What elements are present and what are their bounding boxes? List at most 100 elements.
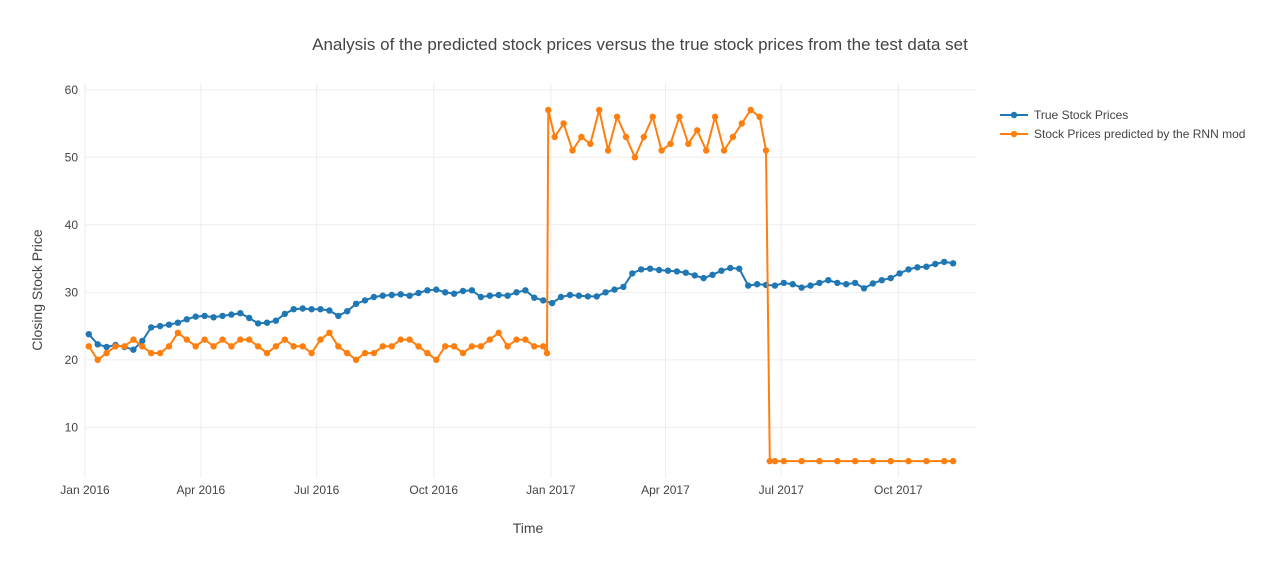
data-point[interactable] xyxy=(851,279,859,287)
data-point[interactable] xyxy=(192,313,199,320)
data-point[interactable] xyxy=(860,285,868,292)
data-point[interactable] xyxy=(486,336,493,343)
data-point[interactable] xyxy=(949,457,957,465)
data-point[interactable] xyxy=(397,291,404,298)
data-point[interactable] xyxy=(219,336,226,343)
data-point[interactable] xyxy=(522,336,529,343)
data-point[interactable] xyxy=(640,133,647,141)
data-point[interactable] xyxy=(352,356,360,363)
data-point[interactable] xyxy=(370,293,378,301)
data-point[interactable] xyxy=(747,106,754,114)
data-point[interactable] xyxy=(682,269,689,276)
data-point[interactable] xyxy=(477,293,485,301)
data-point[interactable] xyxy=(263,319,271,326)
data-point[interactable] xyxy=(308,306,315,313)
data-point[interactable] xyxy=(780,279,787,287)
data-point[interactable] xyxy=(834,279,841,287)
data-point[interactable] xyxy=(85,343,93,350)
data-point[interactable] xyxy=(569,147,576,154)
data-point[interactable] xyxy=(433,356,440,363)
data-point[interactable] xyxy=(941,258,948,266)
data-point[interactable] xyxy=(718,267,725,274)
data-point[interactable] xyxy=(317,336,324,343)
data-point[interactable] xyxy=(379,343,386,350)
data-point[interactable] xyxy=(557,293,565,301)
data-point[interactable] xyxy=(851,457,859,465)
data-point[interactable] xyxy=(513,289,520,296)
data-point[interactable] xyxy=(201,336,208,343)
data-point[interactable] xyxy=(545,106,552,114)
data-point[interactable] xyxy=(254,343,262,350)
data-point[interactable] xyxy=(174,329,182,336)
data-point[interactable] xyxy=(468,343,476,350)
data-point[interactable] xyxy=(771,457,779,465)
data-point[interactable] xyxy=(433,286,440,293)
data-point[interactable] xyxy=(165,343,173,350)
data-point[interactable] xyxy=(649,113,656,121)
data-point[interactable] xyxy=(201,312,208,320)
data-point[interactable] xyxy=(174,319,182,326)
data-point[interactable] xyxy=(941,457,948,465)
data-point[interactable] xyxy=(638,266,645,273)
data-point[interactable] xyxy=(584,293,591,300)
data-point[interactable] xyxy=(317,306,324,313)
data-point[interactable] xyxy=(504,343,511,350)
data-point[interactable] xyxy=(272,317,280,324)
data-point[interactable] xyxy=(85,331,93,338)
data-point[interactable] xyxy=(281,336,288,343)
data-point[interactable] xyxy=(771,282,779,289)
data-point[interactable] xyxy=(210,314,217,321)
data-point[interactable] xyxy=(816,457,823,465)
data-point[interactable] xyxy=(228,311,235,318)
data-point[interactable] xyxy=(450,290,458,297)
data-point[interactable] xyxy=(112,343,119,350)
data-point[interactable] xyxy=(887,457,894,465)
data-point[interactable] xyxy=(762,147,770,154)
data-point[interactable] xyxy=(504,292,511,299)
data-point[interactable] xyxy=(593,293,600,300)
data-point[interactable] xyxy=(738,120,745,127)
data-point[interactable] xyxy=(468,287,476,294)
data-point[interactable] xyxy=(406,336,413,343)
data-point[interactable] xyxy=(103,343,110,351)
data-point[interactable] xyxy=(540,297,547,304)
data-point[interactable] xyxy=(932,260,939,268)
data-point[interactable] xyxy=(575,292,583,299)
data-point[interactable] xyxy=(148,324,155,331)
data-point[interactable] xyxy=(540,343,547,350)
data-point[interactable] xyxy=(753,281,761,288)
data-point[interactable] xyxy=(551,133,558,141)
data-point[interactable] xyxy=(869,457,877,465)
data-point[interactable] xyxy=(406,292,413,299)
legend-item[interactable]: True Stock Prices xyxy=(1000,108,1128,122)
data-point[interactable] xyxy=(299,305,306,312)
data-point[interactable] xyxy=(361,297,369,304)
data-point[interactable] xyxy=(94,356,101,363)
data-point[interactable] xyxy=(869,280,877,287)
data-point[interactable] xyxy=(807,282,814,289)
data-point[interactable] xyxy=(896,270,903,277)
data-point[interactable] xyxy=(344,308,351,315)
data-point[interactable] xyxy=(578,133,585,141)
data-point[interactable] xyxy=(798,457,805,465)
data-point[interactable] xyxy=(789,281,796,288)
data-point[interactable] xyxy=(780,457,787,465)
data-point[interactable] xyxy=(94,341,101,348)
data-point[interactable] xyxy=(745,282,752,289)
data-point[interactable] xyxy=(923,263,930,270)
data-point[interactable] xyxy=(727,264,734,272)
data-point[interactable] xyxy=(709,271,716,278)
data-point[interactable] xyxy=(415,343,422,350)
data-point[interactable] xyxy=(798,284,805,291)
data-point[interactable] xyxy=(825,277,832,284)
data-point[interactable] xyxy=(308,349,315,357)
data-point[interactable] xyxy=(531,294,538,301)
data-point[interactable] xyxy=(816,279,823,287)
data-point[interactable] xyxy=(388,291,395,299)
data-point[interactable] xyxy=(139,337,146,345)
legend-item[interactable]: Stock Prices predicted by the RNN mod xyxy=(1000,127,1245,141)
data-point[interactable] xyxy=(560,120,567,127)
data-point[interactable] xyxy=(548,299,556,307)
data-point[interactable] xyxy=(878,277,885,284)
data-point[interactable] xyxy=(596,106,603,114)
